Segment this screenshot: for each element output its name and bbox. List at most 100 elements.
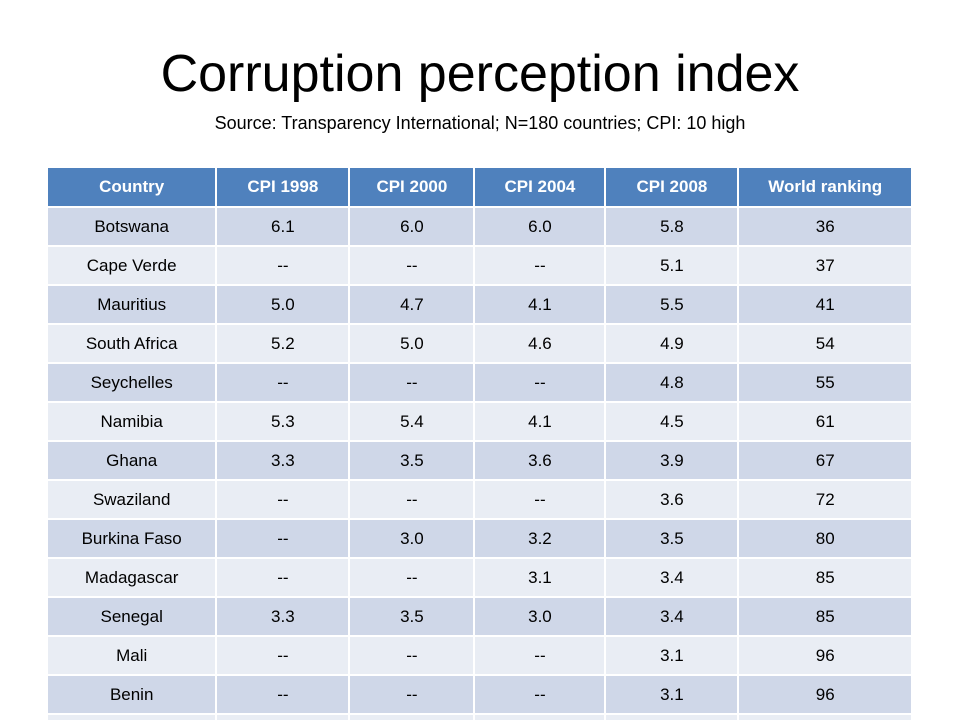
cell-cpi-2000: -- [350,559,476,598]
cell-country: Botswana [48,208,218,247]
cell-cpi-2008: 3.1 [606,676,740,715]
cell-cpi-2008: 3.4 [606,559,740,598]
cell-cpi-1998: -- [217,637,351,676]
cell-cpi-2004: 3.1 [475,559,607,598]
cell-cutoff [475,715,607,720]
slide-subtitle: Source: Transparency International; N=18… [214,113,746,133]
cell-cpi-1998: -- [217,247,351,286]
title-block: Corruption perception index Source: Tran… [0,44,960,134]
cell-cpi-2000: 3.0 [350,520,476,559]
slide-title: Corruption perception index [160,45,800,103]
cell-cpi-2000: -- [350,364,476,403]
cell-world-ranking: 96 [739,637,913,676]
cell-cpi-1998: 5.2 [217,325,351,364]
cell-cpi-1998: -- [217,676,351,715]
cell-cpi-1998: 3.3 [217,598,351,637]
table-row: Mauritius 5.0 4.7 4.1 5.5 41 [48,286,913,325]
cell-cpi-1998: -- [217,520,351,559]
cell-cpi-2004: 6.0 [475,208,607,247]
cell-cpi-2000: 3.5 [350,598,476,637]
cell-cpi-2008: 5.8 [606,208,740,247]
cell-country: Burkina Faso [48,520,218,559]
cell-cutoff [48,715,218,720]
cell-cpi-2008: 3.6 [606,481,740,520]
cell-cpi-2004: -- [475,676,607,715]
cell-country: Mauritius [48,286,218,325]
cell-cpi-2004: 4.1 [475,286,607,325]
cell-country: Seychelles [48,364,218,403]
header-cpi-2004: CPI 2004 [475,168,607,208]
cell-cpi-2004: 3.2 [475,520,607,559]
cell-country: Cape Verde [48,247,218,286]
header-country: Country [48,168,218,208]
header-world-ranking: World ranking [739,168,913,208]
cell-cpi-2008: 4.9 [606,325,740,364]
cell-country: Ghana [48,442,218,481]
table-body: Botswana 6.1 6.0 6.0 5.8 36 Cape Verde -- -- -- 5.… [48,208,913,720]
cell-country: Namibia [48,403,218,442]
cell-cpi-2008: 3.1 [606,637,740,676]
cell-cpi-2000: -- [350,481,476,520]
cell-world-ranking: 54 [739,325,913,364]
table-row: Burkina Faso -- 3.0 3.2 3.5 80 [48,520,913,559]
table-row: South Africa 5.2 5.0 4.6 4.9 54 [48,325,913,364]
cell-cpi-2008: 4.5 [606,403,740,442]
table-row: Namibia 5.3 5.4 4.1 4.5 61 [48,403,913,442]
table-row: Seychelles -- -- -- 4.8 55 [48,364,913,403]
cpi-table: Country CPI 1998 CPI 2000 CPI 2004 CPI 2… [48,168,913,720]
cell-cpi-2000: 5.0 [350,325,476,364]
cell-cutoff [606,715,740,720]
cell-cpi-1998: -- [217,559,351,598]
cell-country: Senegal [48,598,218,637]
header-row: Country CPI 1998 CPI 2000 CPI 2004 CPI 2… [48,168,913,208]
cell-cpi-2004: -- [475,481,607,520]
cell-cpi-1998: 3.3 [217,442,351,481]
cell-world-ranking: 41 [739,286,913,325]
header-cpi-2000: CPI 2000 [350,168,476,208]
cell-cpi-1998: 5.3 [217,403,351,442]
cell-cpi-2000: 3.5 [350,442,476,481]
cell-cpi-2004: 4.1 [475,403,607,442]
cell-cpi-1998: 5.0 [217,286,351,325]
cell-cpi-2000: -- [350,637,476,676]
cell-cpi-2000: 5.4 [350,403,476,442]
cell-cpi-1998: -- [217,481,351,520]
cell-cutoff [217,715,351,720]
cell-cpi-2008: 5.1 [606,247,740,286]
cell-country: Swaziland [48,481,218,520]
cell-world-ranking: 85 [739,598,913,637]
cell-world-ranking: 61 [739,403,913,442]
table-row: Benin -- -- -- 3.1 96 [48,676,913,715]
cell-world-ranking: 85 [739,559,913,598]
cell-cpi-2000: -- [350,247,476,286]
cell-country: Madagascar [48,559,218,598]
header-cpi-2008: CPI 2008 [606,168,740,208]
cell-world-ranking: 96 [739,676,913,715]
cell-cpi-2008: 3.9 [606,442,740,481]
cell-cpi-2004: -- [475,637,607,676]
cell-cpi-2008: 5.5 [606,286,740,325]
cell-world-ranking: 80 [739,520,913,559]
cell-cpi-2004: 3.0 [475,598,607,637]
table-row: Mali -- -- -- 3.1 96 [48,637,913,676]
cell-cpi-2004: -- [475,364,607,403]
cell-world-ranking: 72 [739,481,913,520]
cell-cpi-1998: -- [217,364,351,403]
cell-cpi-2000: 6.0 [350,208,476,247]
table-row: Senegal 3.3 3.5 3.0 3.4 85 [48,598,913,637]
cell-country: Mali [48,637,218,676]
cell-world-ranking: 37 [739,247,913,286]
cell-cpi-2004: -- [475,247,607,286]
table-row-cutoff [48,715,913,720]
cell-country: Benin [48,676,218,715]
table-row: Cape Verde -- -- -- 5.1 37 [48,247,913,286]
cell-cpi-1998: 6.1 [217,208,351,247]
cell-cpi-2004: 4.6 [475,325,607,364]
cell-country: South Africa [48,325,218,364]
table-row: Ghana 3.3 3.5 3.6 3.9 67 [48,442,913,481]
cell-cpi-2000: 4.7 [350,286,476,325]
cell-cutoff [350,715,476,720]
cell-cpi-2008: 4.8 [606,364,740,403]
table-row: Madagascar -- -- 3.1 3.4 85 [48,559,913,598]
